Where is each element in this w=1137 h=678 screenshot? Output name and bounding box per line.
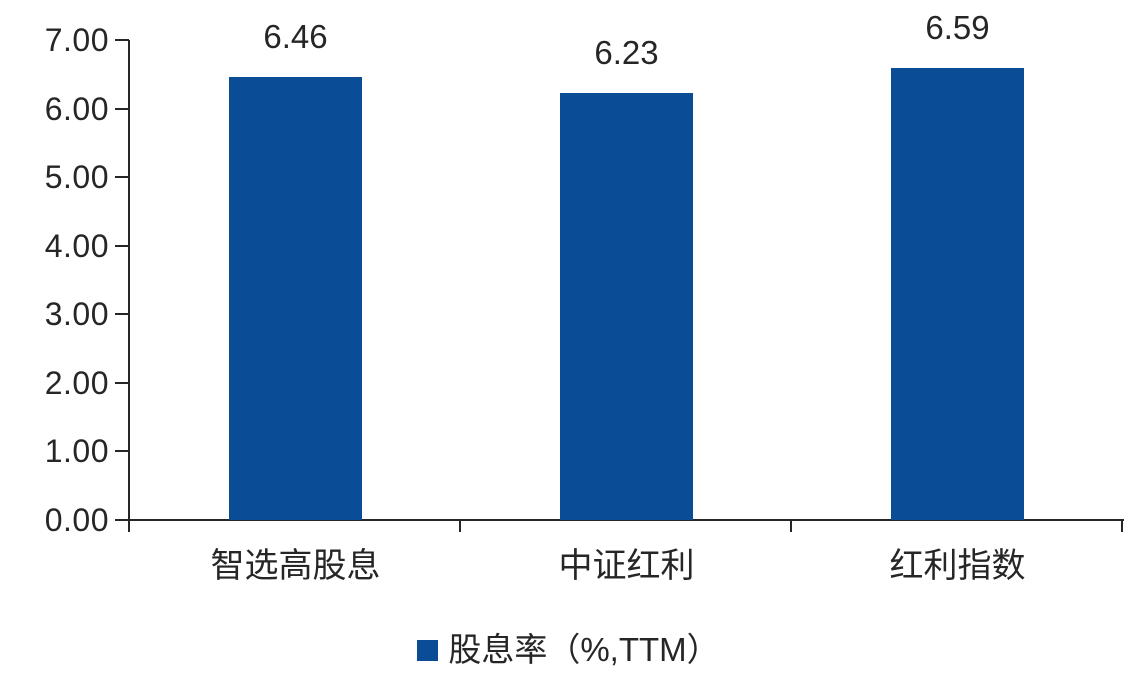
y-axis-tick [115, 244, 129, 247]
bar [560, 92, 693, 520]
y-axis-tick [115, 450, 129, 453]
y-axis-tick [115, 176, 129, 179]
x-axis-tick [128, 520, 130, 532]
y-axis-tick-label: 4.00 [44, 227, 109, 264]
x-axis-tick [459, 520, 461, 532]
y-axis-tick-label: 3.00 [44, 296, 109, 333]
bar-value-label: 6.23 [594, 33, 659, 71]
x-axis-category-label: 中证红利 [558, 547, 695, 585]
bar [891, 68, 1024, 520]
y-axis-tick-label: 0.00 [44, 502, 109, 538]
y-axis-tick [115, 107, 129, 110]
y-axis-tick-label: 2.00 [44, 364, 109, 401]
y-axis-tick-label: 6.00 [44, 90, 109, 127]
x-axis-category-label: 红利指数 [889, 547, 1026, 585]
y-axis-tick [115, 39, 129, 41]
legend-label: 股息率（%,TTM） [448, 631, 720, 668]
x-axis-tick [790, 520, 792, 532]
legend-square-icon [417, 639, 439, 661]
x-axis-category-label: 智选高股息 [210, 547, 381, 585]
y-axis-tick-label: 5.00 [44, 159, 109, 196]
y-axis-tick [115, 381, 129, 384]
bar-value-label: 6.46 [263, 18, 328, 56]
y-axis-line [128, 40, 130, 531]
y-axis-tick [115, 519, 129, 521]
bar [229, 77, 362, 520]
bar-value-label: 6.59 [925, 9, 990, 47]
y-axis-tick-label: 1.00 [44, 433, 109, 470]
legend: 股息率（%,TTM） [0, 628, 1137, 672]
x-axis-line [128, 519, 1124, 521]
x-axis-tick [1121, 520, 1123, 532]
y-axis-tick-label: 7.00 [44, 22, 109, 58]
y-axis-tick [115, 313, 129, 316]
